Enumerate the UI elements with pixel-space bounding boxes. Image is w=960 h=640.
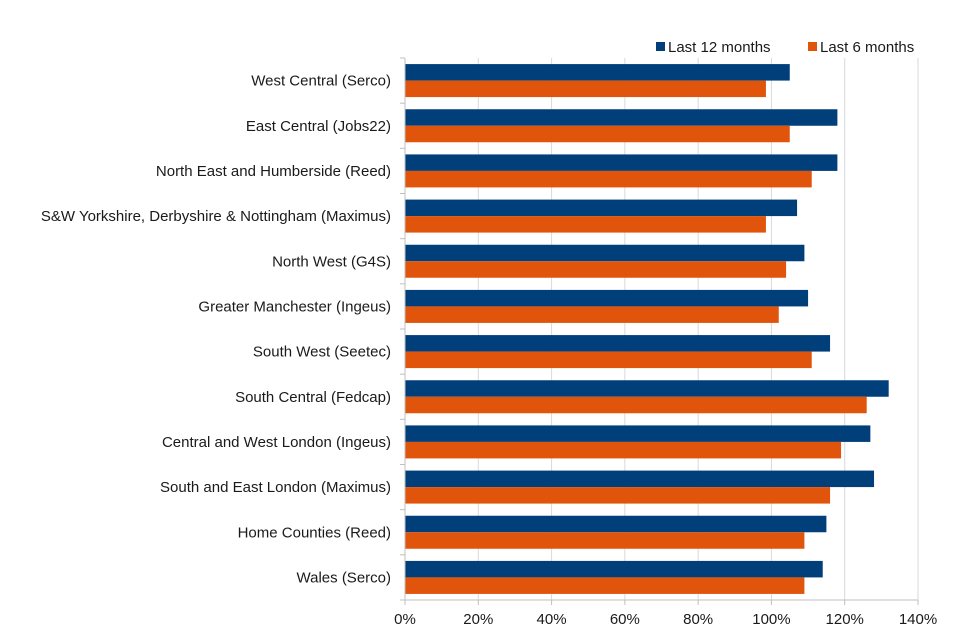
bar-last-6-months (405, 351, 812, 369)
bar-last-6-months (405, 80, 766, 98)
x-tick-label: 60% (610, 611, 640, 628)
bar-last-12-months (405, 244, 805, 262)
bar-last-12-months (405, 470, 875, 488)
bar-last-12-months (405, 380, 889, 397)
bar-last-12-months (405, 335, 831, 352)
axes: 0% 20% 40% 60% 80% 100% 120% 140% (394, 57, 937, 628)
bar-last-12-months (405, 199, 798, 217)
bar-last-12-months (405, 425, 871, 442)
bar-last-6-months (405, 170, 812, 188)
category-label: South West (Seetec) (253, 344, 391, 361)
category-label: West Central (Serco) (251, 73, 391, 90)
category-label: East Central (Jobs22) (246, 118, 391, 135)
legend-label: Last 6 months (820, 39, 914, 56)
bars (405, 64, 889, 594)
category-label: North East and Humberside (Reed) (156, 163, 391, 180)
legend-swatch (808, 42, 817, 51)
x-tick-label: 120% (826, 611, 864, 628)
category-label: Home Counties (Reed) (238, 524, 391, 541)
gridlines (477, 58, 919, 600)
legend-swatch (656, 42, 665, 51)
category-label: North West (G4S) (272, 253, 391, 270)
category-label: S&W Yorkshire, Derbyshire & Nottingham (… (41, 208, 391, 225)
bar-last-6-months (405, 261, 787, 278)
bar-last-6-months (405, 396, 867, 414)
x-tick-label: 0% (394, 611, 416, 628)
bar-last-6-months (405, 306, 779, 323)
bar-last-6-months (405, 125, 790, 143)
legend-item-last-12-months: Last 12 months (656, 39, 771, 56)
legend-label: Last 12 months (668, 39, 771, 56)
bar-last-6-months (405, 532, 805, 549)
bar-last-12-months (405, 109, 838, 126)
bar-last-12-months (405, 289, 809, 307)
category-label: South and East London (Maximus) (160, 479, 391, 496)
bar-last-12-months (405, 515, 827, 533)
category-label: South Central (Fedcap) (235, 389, 391, 406)
x-tick-label: 40% (537, 611, 567, 628)
bar-last-6-months (405, 577, 805, 594)
bar-last-6-months (405, 487, 831, 504)
category-label: Greater Manchester (Ingeus) (198, 298, 391, 315)
category-labels: West Central (Serco) East Central (Jobs22… (41, 73, 391, 587)
x-tick-label: 140% (899, 611, 937, 628)
category-label: Wales (Serco) (297, 569, 391, 586)
legend-item-last-6-months: Last 6 months (808, 39, 914, 56)
bar-last-12-months (405, 64, 790, 81)
x-tick-label: 100% (752, 611, 790, 628)
x-tick-label: 20% (463, 611, 493, 628)
bar-last-12-months (405, 560, 823, 578)
x-tick-label: 80% (683, 611, 713, 628)
bar-last-12-months (405, 154, 838, 171)
bar-last-6-months (405, 441, 842, 459)
category-label: Central and West London (Ingeus) (162, 434, 391, 451)
legend: Last 12 months Last 6 months (656, 39, 914, 56)
bar-last-6-months (405, 216, 766, 233)
